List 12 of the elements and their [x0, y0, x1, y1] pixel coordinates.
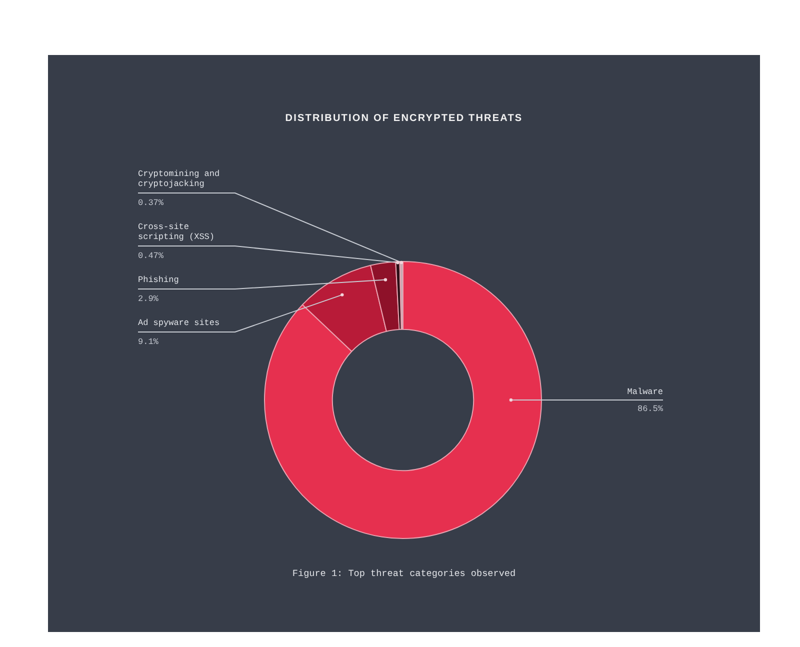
caption: Figure 1: Top threat categories observed — [291, 568, 517, 579]
data-label: 86.5% — [637, 404, 664, 414]
chart-title: DISTRIBUTION OF ENCRYPTED THREATS — [284, 113, 524, 124]
data-label: 0.47% — [138, 251, 164, 261]
slice-label: Cross-site scripting (XSS) — [138, 222, 215, 242]
slice-label: Malware — [627, 387, 663, 397]
slice-label: Phishing — [138, 275, 179, 285]
slice-label: Cryptomining and cryptojacking — [138, 169, 220, 189]
slice-label: Ad spyware sites — [138, 318, 220, 328]
data-label: 0.37% — [138, 198, 164, 208]
data-label: 9.1% — [138, 337, 160, 347]
data-label: 2.9% — [138, 294, 160, 304]
